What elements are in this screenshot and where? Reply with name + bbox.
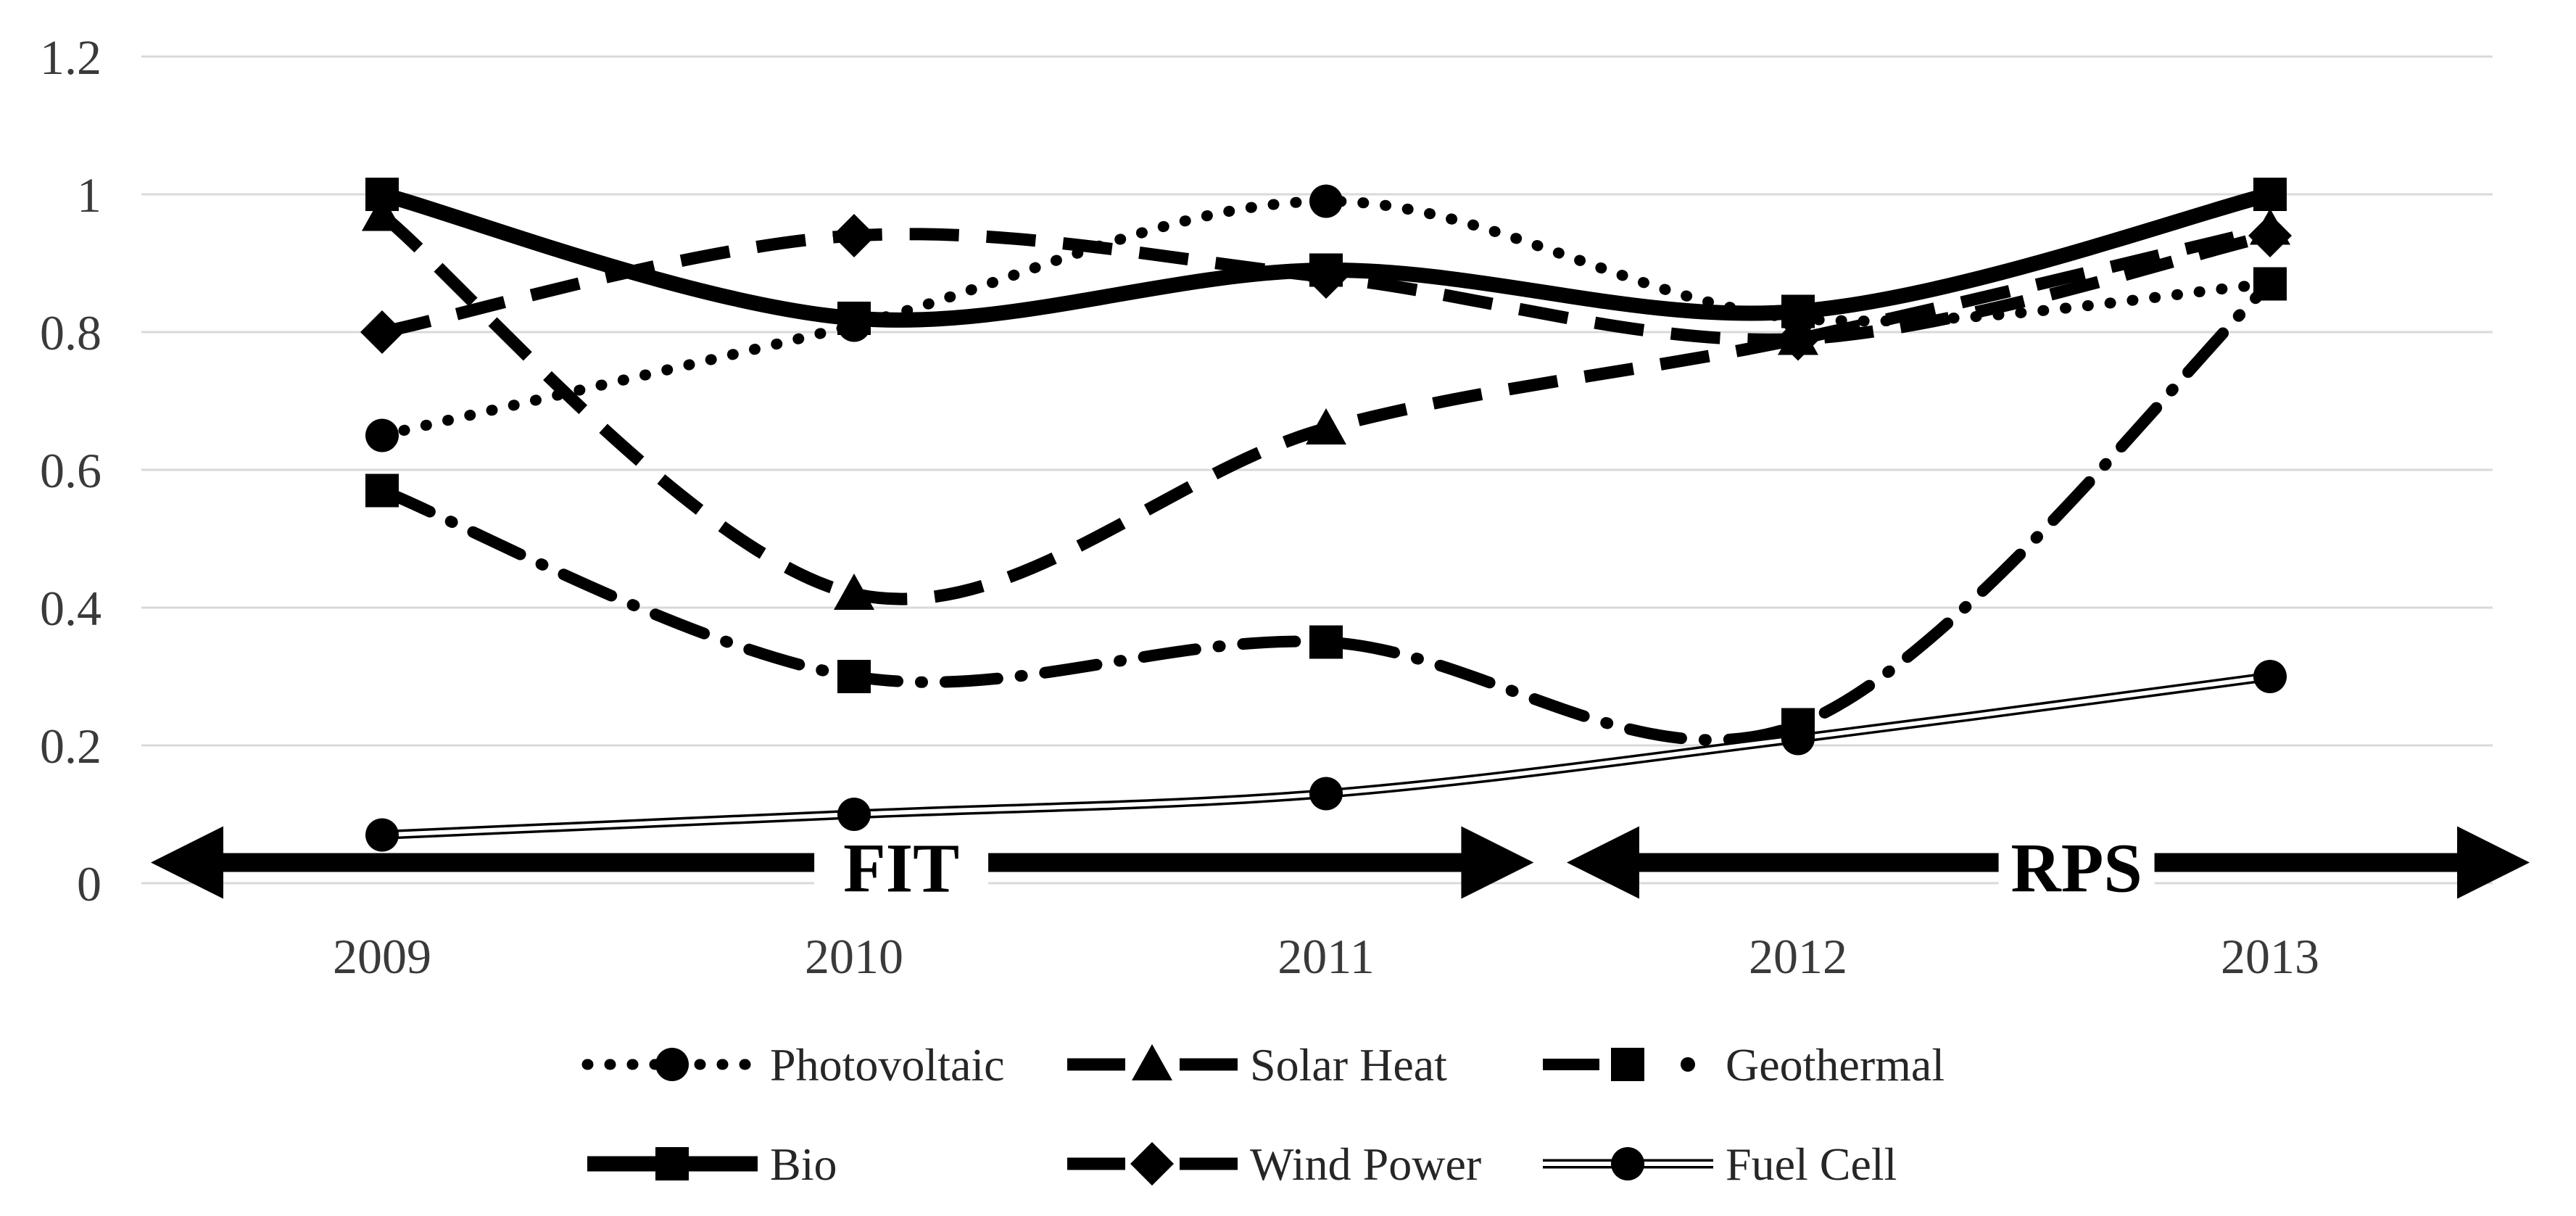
- rps-label-gap: [1998, 837, 2155, 888]
- legend-item-bio: Bio: [587, 1138, 837, 1190]
- legend-item-photovoltaic: Photovoltaic: [581, 1039, 1005, 1091]
- series-markers-bio: [365, 178, 2287, 335]
- annotation-label-rps: RPS: [2010, 830, 2142, 907]
- legend-label-geothermal: Geothermal: [1726, 1039, 1945, 1091]
- x-tick-label-2009: 2009: [333, 929, 431, 984]
- series-line-photovoltaic: [376, 195, 2276, 441]
- x-tick-label-2013: 2013: [2221, 929, 2319, 984]
- triangle-marker-2011: [1306, 408, 1346, 444]
- diamond-marker-2009: [360, 310, 404, 354]
- legend-label-photovoltaic: Photovoltaic: [770, 1039, 1005, 1091]
- legend-label-bio: Bio: [770, 1138, 837, 1190]
- rps-arrowhead-left: [1567, 826, 1640, 899]
- square-marker-2012: [1781, 294, 1815, 328]
- y-tick-label-1.2: 1.2: [40, 30, 102, 85]
- series-path-fuel-cell: [377, 671, 2275, 840]
- square-marker-2013: [2253, 178, 2287, 211]
- circle-marker-2013: [2253, 267, 2287, 301]
- square-marker-2010: [837, 660, 871, 693]
- square-marker-2009: [365, 473, 399, 508]
- annotation-arrow-fit: FIT: [151, 826, 1534, 907]
- y-tick-label-0.2: 0.2: [40, 719, 102, 774]
- legend-key-diamond-wind-power: [1130, 1142, 1174, 1186]
- series-markers-wind-power: [360, 214, 2292, 361]
- legend-label-fuel-cell: Fuel Cell: [1726, 1138, 1897, 1190]
- series-markers-fuel-cell: [365, 660, 2287, 852]
- circle-marker-2009: [365, 818, 399, 852]
- circle-marker-2011: [1309, 777, 1343, 811]
- series-path-fuel-cell-inner: [381, 674, 2271, 837]
- legend-key-square-geothermal: [1611, 1048, 1644, 1081]
- square-marker-2011: [1309, 253, 1343, 287]
- x-tick-label-2011: 2011: [1277, 929, 1374, 984]
- diamond-marker-2010: [832, 214, 876, 257]
- legend-key-dot-geothermal: [1681, 1057, 1695, 1072]
- y-tick-label-1: 1: [77, 167, 102, 223]
- x-tick-label-2012: 2012: [1749, 929, 1847, 984]
- legend-item-fuel-cell: Fuel Cell: [1543, 1138, 1897, 1190]
- rps-arrowhead-right: [2457, 826, 2530, 899]
- circle-marker-2011: [1309, 184, 1343, 218]
- square-marker-2009: [365, 178, 399, 211]
- fit-arrowhead-right: [1461, 826, 1534, 899]
- legend-label-wind-power: Wind Power: [1250, 1138, 1481, 1190]
- diamond-marker-2013: [2248, 214, 2292, 257]
- square-marker-2011: [1309, 625, 1343, 659]
- legend-key-triangle-solar-heat: [1132, 1044, 1172, 1080]
- series-path-geothermal: [376, 278, 2276, 746]
- series-markers-geothermal: [365, 267, 2287, 742]
- y-tick-label-0.6: 0.6: [40, 443, 102, 498]
- annotation-label-fit: FIT: [843, 830, 959, 907]
- square-marker-2010: [837, 302, 871, 335]
- fit-label-gap: [814, 837, 989, 888]
- circle-marker-2010: [837, 798, 871, 831]
- x-tick-label-2010: 2010: [805, 929, 903, 984]
- series-line-solar-heat: [378, 210, 2271, 605]
- series-line-fuel-cell: [377, 671, 2275, 840]
- series-line-geothermal: [376, 278, 2276, 746]
- triangle-marker-2010: [834, 574, 874, 610]
- legend-label-solar-heat: Solar Heat: [1250, 1039, 1447, 1091]
- legend-item-solar-heat: Solar Heat: [1067, 1039, 1447, 1091]
- fit-arrowhead-left: [151, 826, 224, 899]
- series-path-photovoltaic: [376, 195, 2276, 441]
- circle-marker-2009: [365, 418, 399, 452]
- circle-marker-2012: [1781, 721, 1815, 756]
- legend-item-wind-power: Wind Power: [1067, 1138, 1481, 1190]
- y-tick-label-0.4: 0.4: [40, 581, 102, 636]
- legend-key-circle-photovoltaic: [655, 1048, 689, 1081]
- legend-key-square-bio: [655, 1147, 689, 1180]
- legend-key-circle-fuel-cell: [1611, 1147, 1644, 1180]
- y-tick-label-0: 0: [77, 856, 102, 911]
- annotation-arrow-rps: RPS: [1567, 826, 2530, 907]
- circle-marker-2013: [2253, 660, 2287, 693]
- triangle-marker-2009: [362, 194, 402, 231]
- legend-item-geothermal: Geothermal: [1543, 1039, 1945, 1091]
- series-path-solar-heat: [378, 210, 2271, 605]
- y-tick-label-0.8: 0.8: [40, 305, 102, 360]
